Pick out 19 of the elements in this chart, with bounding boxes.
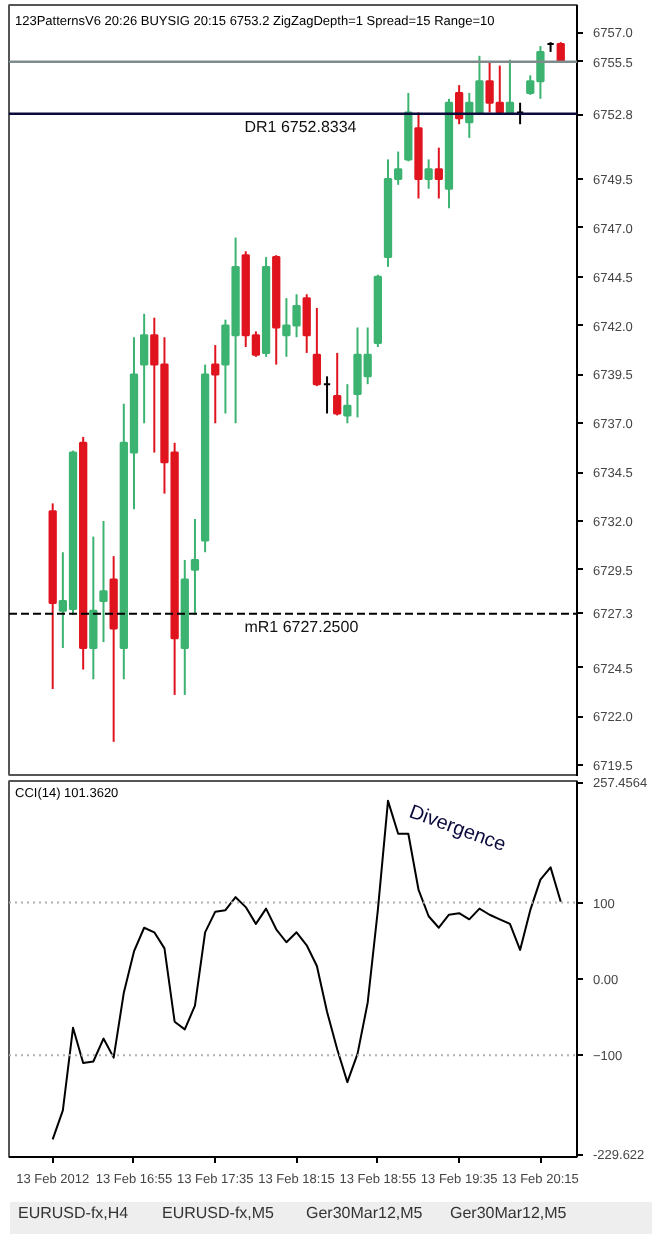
candlestick (343, 383, 352, 425)
candlestick (190, 518, 200, 616)
candlestick (434, 146, 443, 200)
candlestick (312, 306, 322, 388)
text: Ger30Mar12,M5 (306, 1202, 425, 1225)
candlestick (99, 519, 108, 644)
candlestick (424, 158, 433, 190)
candlestick (302, 293, 311, 354)
candlestick (211, 344, 220, 425)
text: Ger30Mar12,M5 (450, 1202, 569, 1225)
candlestick (139, 312, 149, 425)
ref-line-label: DR1 6752.8334 (244, 117, 358, 136)
text: EURUSD-fx,M5 (162, 1202, 277, 1225)
line-series (51, 799, 562, 1141)
candlestick (89, 535, 98, 681)
candlestick (404, 91, 413, 163)
ref-line-label: mR1 6727.2500 (244, 617, 360, 636)
candlestick (333, 351, 342, 417)
text: EURUSD-fx,H4 (18, 1202, 131, 1225)
